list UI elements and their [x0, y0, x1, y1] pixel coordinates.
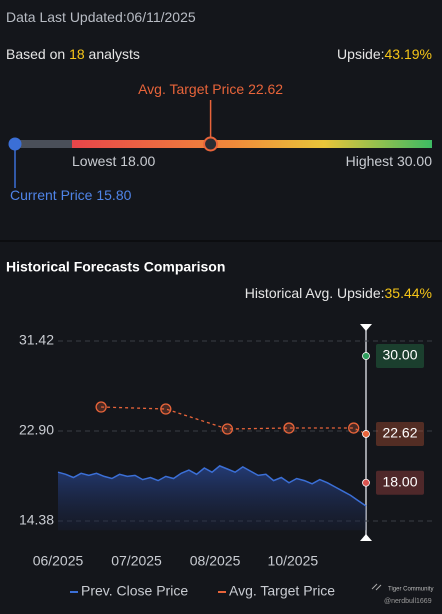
- based-suffix: analysts: [89, 46, 140, 62]
- highest: Highest 30.00: [346, 153, 433, 169]
- legend-label: Prev. Close Price: [81, 583, 188, 599]
- avg-value: 22.62: [248, 81, 283, 97]
- watermark-icon: [371, 583, 382, 591]
- hist-upside-label: Historical Avg. Upside:: [245, 285, 385, 301]
- lowest-label: Lowest: [72, 153, 116, 169]
- chart: 31.42 22.90 14.38 06/2025 07/2025 08/2025 10/2…: [19, 332, 432, 599]
- updated-label: Data Last Updated:: [6, 9, 127, 25]
- analyst-count: 18: [69, 46, 85, 62]
- current-label: Current Price: [10, 187, 93, 203]
- current-value: 15.80: [96, 187, 131, 203]
- lowest: Lowest 18.00: [72, 153, 155, 169]
- end-dot: [362, 478, 370, 487]
- x-tick-label: 06/2025: [33, 553, 84, 569]
- lowest-value: 18.00: [120, 153, 155, 169]
- upside: Upside:43.19%: [337, 46, 432, 62]
- end-label: 22.62: [382, 425, 417, 441]
- y-tick-label: 14.38: [19, 512, 54, 528]
- y-tick-label: 22.90: [19, 422, 54, 438]
- avg-marker: [203, 136, 219, 152]
- current: Current Price 15.80: [10, 187, 132, 203]
- target-line: [101, 406, 367, 435]
- analysts: Based on 18 analysts: [6, 46, 140, 62]
- watermark-brand: Tiger Community: [388, 587, 433, 593]
- x-tick-label: 08/2025: [190, 553, 241, 569]
- divider: [0, 240, 442, 242]
- range-gradient: [72, 140, 432, 148]
- updated-date: 06/11/2025: [127, 9, 196, 25]
- hist-upside: Historical Avg. Upside:35.44%: [245, 285, 432, 301]
- avg-label: Avg. Target Price: [138, 81, 244, 97]
- end-box: [376, 470, 424, 495]
- watermark-handle: @nerdbull1669: [384, 598, 432, 605]
- upside-value: 43.19%: [385, 46, 432, 62]
- target-point: [95, 401, 107, 413]
- hist-upside-value: 35.44%: [385, 285, 432, 301]
- based-prefix: Based on: [6, 46, 65, 62]
- target-point: [160, 403, 172, 415]
- end-box: [376, 343, 424, 368]
- end-box: [376, 421, 424, 446]
- legend-label: Avg. Target Price: [229, 583, 335, 599]
- end-dot: [362, 430, 370, 438]
- y-tick-label: 31.42: [19, 332, 54, 348]
- section-title: Historical Forecasts Comparison: [6, 259, 225, 275]
- upside-label: Upside:: [337, 46, 384, 62]
- highest-value: 30.00: [397, 153, 432, 169]
- price-line: [57, 465, 367, 507]
- x-tick-label: 10/2025: [268, 553, 319, 569]
- avg-target: Avg. Target Price 22.62: [138, 81, 283, 97]
- updated: Data Last Updated:06/11/2025: [6, 9, 196, 25]
- target-point: [348, 422, 360, 434]
- target-point: [221, 423, 234, 435]
- target-point: [283, 422, 295, 434]
- price-area: [58, 465, 366, 531]
- range-track: [15, 140, 72, 148]
- x-tick-label: 07/2025: [111, 553, 162, 569]
- end-label: 30.00: [382, 347, 417, 363]
- end-dot: [362, 352, 370, 360]
- highest-label: Highest: [346, 153, 394, 169]
- end-label: 18.00: [382, 473, 417, 489]
- current-marker: [8, 137, 22, 151]
